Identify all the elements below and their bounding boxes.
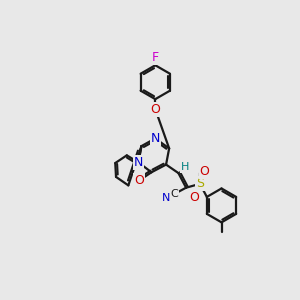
Text: S: S: [196, 177, 204, 190]
Text: O: O: [134, 174, 144, 187]
Text: N: N: [162, 194, 170, 203]
Text: H: H: [181, 162, 190, 172]
Text: O: O: [200, 165, 209, 178]
Text: O: O: [190, 191, 200, 204]
Text: C: C: [171, 189, 178, 199]
Text: F: F: [152, 51, 159, 64]
Text: O: O: [150, 103, 160, 116]
Text: N: N: [151, 132, 160, 145]
Text: N: N: [134, 156, 143, 169]
